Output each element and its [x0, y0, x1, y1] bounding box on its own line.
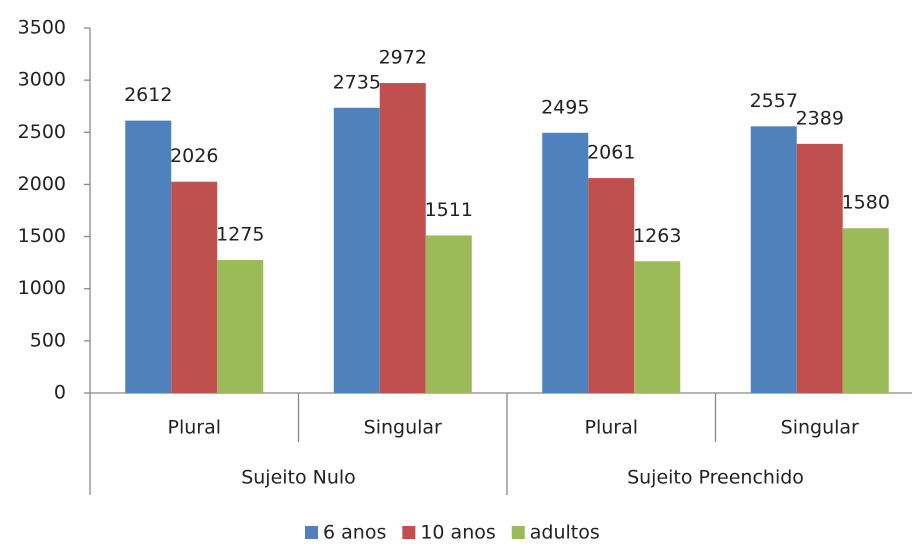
y-tick-label: 500 — [30, 329, 66, 351]
y-tick-label: 3000 — [18, 69, 66, 91]
group-label: Sujeito Preenchido — [627, 467, 804, 489]
x-tick-label: Singular — [364, 417, 442, 439]
value-label: 2557 — [750, 90, 798, 112]
value-label: 2972 — [379, 47, 427, 69]
bar — [842, 228, 889, 393]
group-label: Sujeito Nulo — [241, 467, 356, 489]
value-label: 1580 — [842, 192, 890, 214]
bar — [333, 107, 380, 394]
value-label: 2061 — [587, 142, 635, 164]
value-label: 2026 — [170, 145, 218, 167]
y-tick-label: 0 — [54, 382, 66, 404]
value-label: 2495 — [541, 96, 589, 118]
x-tick-label: Plural — [167, 417, 221, 439]
bar — [542, 132, 589, 394]
value-label: 1263 — [633, 225, 681, 247]
bar — [750, 126, 797, 393]
y-tick-label: 2000 — [18, 173, 66, 195]
value-label: 2389 — [796, 107, 844, 129]
legend-swatch — [511, 526, 525, 539]
bar — [425, 235, 472, 393]
legend-label: 10 anos — [420, 522, 495, 544]
bar — [171, 181, 218, 393]
legend-swatch — [402, 526, 416, 539]
bar — [125, 120, 172, 393]
value-label: 1511 — [425, 199, 473, 221]
x-tick-label: Singular — [781, 417, 859, 439]
y-tick-label: 1500 — [18, 225, 66, 247]
bar — [379, 83, 426, 393]
y-tick-label: 2500 — [18, 121, 66, 143]
y-tick-label: 1000 — [18, 277, 66, 299]
bar — [634, 261, 681, 393]
bar — [796, 143, 843, 393]
bar — [217, 260, 264, 393]
legend-label: adultos — [530, 522, 600, 544]
value-label: 2612 — [124, 84, 172, 106]
x-tick-label: Plural — [584, 417, 638, 439]
bar — [588, 178, 635, 393]
value-label: 1275 — [216, 224, 264, 246]
value-label: 2735 — [333, 71, 381, 93]
y-tick-label: 3500 — [18, 17, 66, 39]
legend-label: 6 anos — [323, 522, 386, 544]
legend-swatch — [305, 526, 318, 539]
